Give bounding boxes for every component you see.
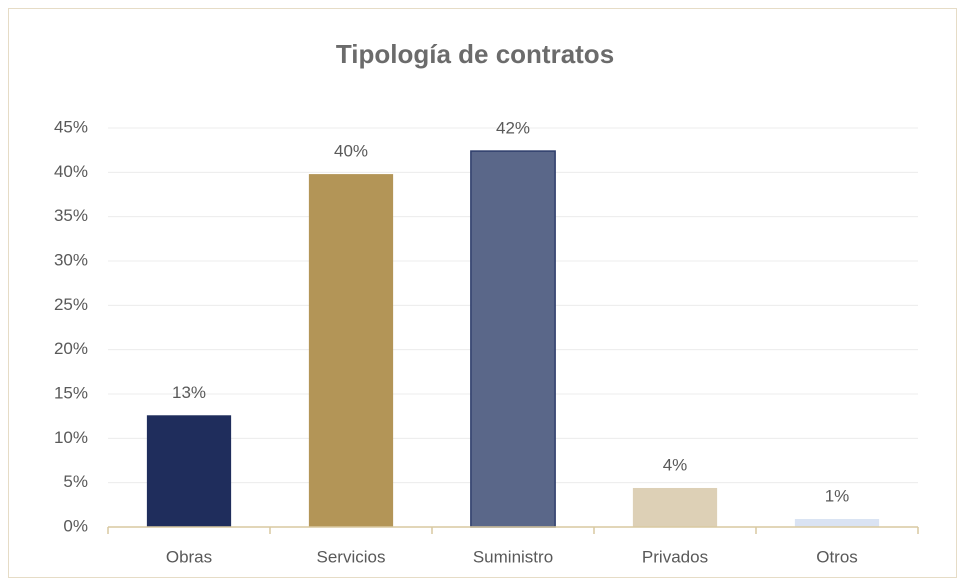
- y-tick-label: 10%: [54, 428, 88, 447]
- y-tick-label: 45%: [54, 117, 88, 136]
- data-label: 13%: [172, 383, 206, 402]
- x-tick-label: Otros: [816, 547, 858, 566]
- y-tick-label: 20%: [54, 339, 88, 358]
- y-tick-label: 35%: [54, 206, 88, 225]
- y-tick-label: 30%: [54, 250, 88, 269]
- bar: [146, 415, 232, 527]
- x-tick-label: Suministro: [473, 547, 553, 566]
- y-tick-label: 5%: [63, 472, 88, 491]
- y-tick-label: 0%: [63, 516, 88, 535]
- bar: [794, 519, 880, 527]
- y-tick-label: 15%: [54, 383, 88, 402]
- data-label: 40%: [334, 142, 368, 161]
- x-tick-label: Privados: [642, 547, 708, 566]
- x-tick-label: Obras: [166, 547, 212, 566]
- x-tick-label: Servicios: [317, 547, 386, 566]
- data-label: 42%: [496, 119, 530, 138]
- data-label: 4%: [663, 455, 688, 474]
- bar: [632, 487, 718, 527]
- data-label: 1%: [825, 487, 850, 506]
- bar: [308, 174, 394, 527]
- y-tick-label: 25%: [54, 295, 88, 314]
- chart-title: Tipología de contratos: [336, 39, 614, 69]
- y-tick-label: 40%: [54, 162, 88, 181]
- bar: [470, 150, 556, 528]
